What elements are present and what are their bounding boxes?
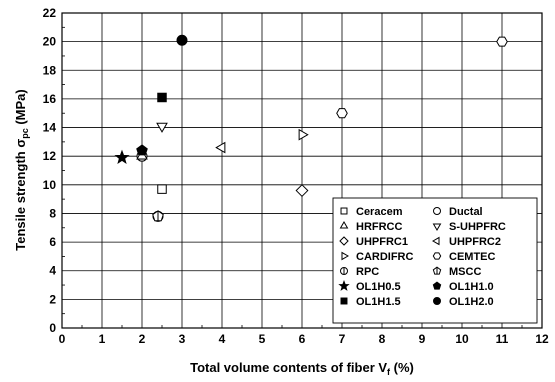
x-tick-label: 0	[59, 332, 66, 346]
x-tick-label: 12	[535, 332, 549, 346]
legend-label: OL1H1.5	[356, 296, 401, 308]
y-axis-title-sub: pc	[20, 128, 30, 139]
data-point-cardifrc	[298, 128, 309, 141]
x-tick-label: 7	[339, 332, 346, 346]
legend-marker	[338, 280, 350, 291]
legend-marker	[432, 281, 442, 290]
data-point-ol1h1-0	[136, 144, 148, 156]
y-tick-label: 20	[43, 35, 57, 49]
legend-marker	[433, 297, 441, 305]
data-point-uhpfrc1	[295, 184, 309, 198]
data-points	[114, 34, 508, 222]
x-tick-label: 10	[455, 332, 469, 346]
x-tick-label: 9	[419, 332, 426, 346]
legend-label: Ductal	[449, 206, 483, 218]
legend-label: CEMTEC	[449, 251, 496, 263]
x-tick-label: 4	[219, 332, 226, 346]
y-tick-label: 4	[49, 264, 56, 278]
y-tick-label: 16	[43, 92, 57, 106]
data-point-ol1h2-0	[176, 34, 188, 46]
x-axis-title-sub: f	[387, 367, 391, 377]
legend-label: OL1H2.0	[449, 296, 494, 308]
y-tick-label: 12	[43, 149, 57, 163]
data-point-uhpfrc2	[215, 141, 226, 154]
x-axis-title-main: Total volume contents of fiber V	[190, 360, 387, 375]
y-tick-label: 6	[49, 235, 56, 249]
y-axis-title-main: Tensile strength σ	[13, 139, 28, 251]
legend-label: CARDIFRC	[356, 251, 413, 263]
legend-marker	[432, 266, 442, 275]
y-axis-title: Tensile strength σpc (MPa)	[13, 89, 30, 250]
y-tick-label: 14	[43, 121, 57, 135]
legend-marker	[340, 267, 348, 275]
legend-label: OL1H0.5	[356, 281, 401, 293]
y-tick-label: 0	[49, 321, 56, 335]
x-tick-label: 11	[496, 332, 509, 346]
y-tick-label: 8	[49, 206, 56, 220]
data-point-ol1h1-5	[157, 92, 167, 103]
legend-label: UHPFRC1	[356, 236, 408, 248]
x-axis-title: Total volume contents of fiber Vf (%)	[190, 360, 414, 377]
legend-marker	[340, 297, 348, 305]
data-point-ceracem	[157, 184, 167, 194]
legend-label: MSCC	[449, 266, 481, 278]
legend-marker	[432, 223, 442, 232]
data-point-cemtec	[336, 108, 348, 119]
x-tick-label: 8	[379, 332, 386, 346]
x-tick-label: 1	[99, 332, 106, 346]
x-tick-label: 6	[299, 332, 306, 346]
data-point-cemtec	[496, 36, 508, 47]
y-tick-label: 22	[43, 6, 57, 20]
legend-label: UHPFRC2	[449, 236, 501, 248]
plot-frame	[61, 12, 543, 329]
x-tick-label: 3	[179, 332, 186, 346]
y-tick-label: 10	[43, 178, 57, 192]
legend-label: HRFRCC	[356, 221, 402, 233]
legend: Ceracem Ductal HRFRCC S-UHPFRC UHPFRC1 UHPFRC…	[332, 197, 538, 324]
y-tick-label: 2	[49, 292, 56, 306]
data-point-mscc	[152, 210, 164, 222]
legend-marker	[340, 207, 348, 215]
data-point-ol1h0-5	[114, 149, 130, 165]
legend-label: S-UHPFRC	[449, 221, 506, 233]
legend-marker	[433, 207, 441, 215]
data-point-s-uhpfrc	[156, 122, 168, 133]
legend-label: RPC	[356, 266, 379, 278]
legend-marker	[432, 252, 442, 260]
y-tick-label: 18	[43, 63, 57, 77]
legend-marker	[339, 220, 349, 229]
y-axis-title-suffix: (MPa)	[13, 89, 28, 128]
x-tick-label: 5	[259, 332, 266, 346]
x-axis-title-suffix: (%)	[390, 360, 414, 375]
legend-label: Ceracem	[356, 206, 403, 218]
legend-marker	[339, 236, 349, 246]
legend-label: OL1H1.0	[449, 281, 494, 293]
legend-marker	[341, 251, 350, 261]
x-tick-label: 2	[139, 332, 146, 346]
legend-marker	[431, 236, 440, 246]
